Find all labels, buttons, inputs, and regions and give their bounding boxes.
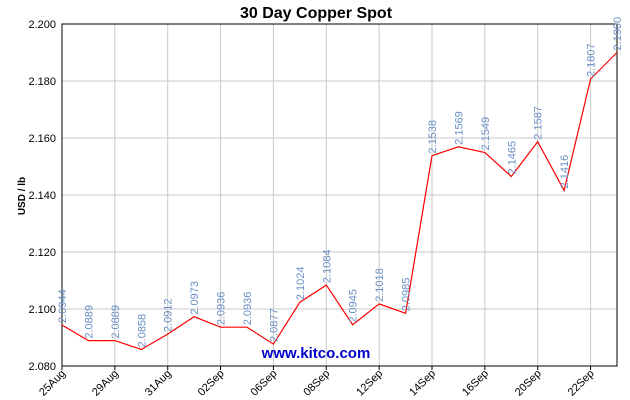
y-tick-label: 2.080	[28, 361, 56, 373]
data-label: 2.0973	[189, 281, 201, 315]
data-label: 2.0858	[136, 314, 148, 348]
x-tick-label: 16Sep	[460, 368, 491, 399]
data-label: 2.1538	[427, 120, 439, 154]
data-label: 2.1024	[295, 267, 307, 301]
data-label: 2.1569	[453, 111, 465, 145]
y-tick-label: 2.140	[28, 190, 56, 202]
data-label: 2.1018	[374, 268, 386, 302]
data-label: 2.1587	[533, 106, 545, 140]
x-axis-ticks: 25Aug 29Aug 31Aug 02Sep 06Sep 08Sep 12Sep 14Sep…	[37, 366, 597, 399]
x-tick-label: 12Sep	[354, 368, 385, 399]
x-tick-label: 06Sep	[249, 368, 280, 399]
x-tick-label: 29Aug	[90, 368, 121, 399]
data-label: 2.0944	[57, 289, 69, 323]
data-labels: 2.0944 2.0889 2.0889 2.0858 2.0912 2.0973 2.09…	[57, 17, 624, 348]
x-tick-label: 22Sep	[566, 368, 597, 399]
data-label: 2.0912	[163, 298, 175, 332]
data-label: 2.0985	[401, 278, 413, 312]
y-tick-label: 2.100	[28, 304, 56, 316]
y-tick-label: 2.160	[28, 133, 56, 145]
data-label: 2.0889	[83, 305, 95, 339]
y-tick-label: 2.120	[28, 247, 56, 259]
data-label: 2.0877	[268, 308, 280, 342]
data-label: 2.1465	[506, 141, 518, 175]
chart-title: 30 Day Copper Spot	[240, 5, 393, 22]
series-line	[61, 52, 618, 351]
data-label: 2.0889	[110, 305, 122, 339]
y-tick-label: 2.200	[28, 19, 56, 31]
data-label: 2.1416	[559, 155, 571, 189]
grid	[62, 23, 617, 367]
data-label: 2.0945	[348, 289, 360, 323]
data-label: 2.1084	[321, 249, 333, 283]
data-label: 2.1900	[612, 17, 624, 51]
data-label: 2.0936	[216, 292, 228, 326]
watermark: www.kitco.com	[261, 345, 371, 362]
data-label: 2.1549	[480, 117, 492, 151]
x-tick-label: 31Aug	[143, 368, 174, 399]
data-label: 2.1807	[586, 43, 598, 77]
y-axis-label: USD / lb	[17, 177, 28, 215]
data-label: 2.0936	[242, 292, 254, 326]
y-axis-ticks: 2.080 2.100 2.120 2.140 2.160 2.180 2.200	[28, 19, 56, 373]
x-tick-label: 20Sep	[513, 368, 544, 399]
x-tick-label: 02Sep	[196, 368, 227, 399]
x-tick-label: 14Sep	[407, 368, 438, 399]
x-tick-label: 08Sep	[301, 368, 332, 399]
plot-area-frame	[61, 23, 618, 367]
y-tick-label: 2.180	[28, 76, 56, 88]
